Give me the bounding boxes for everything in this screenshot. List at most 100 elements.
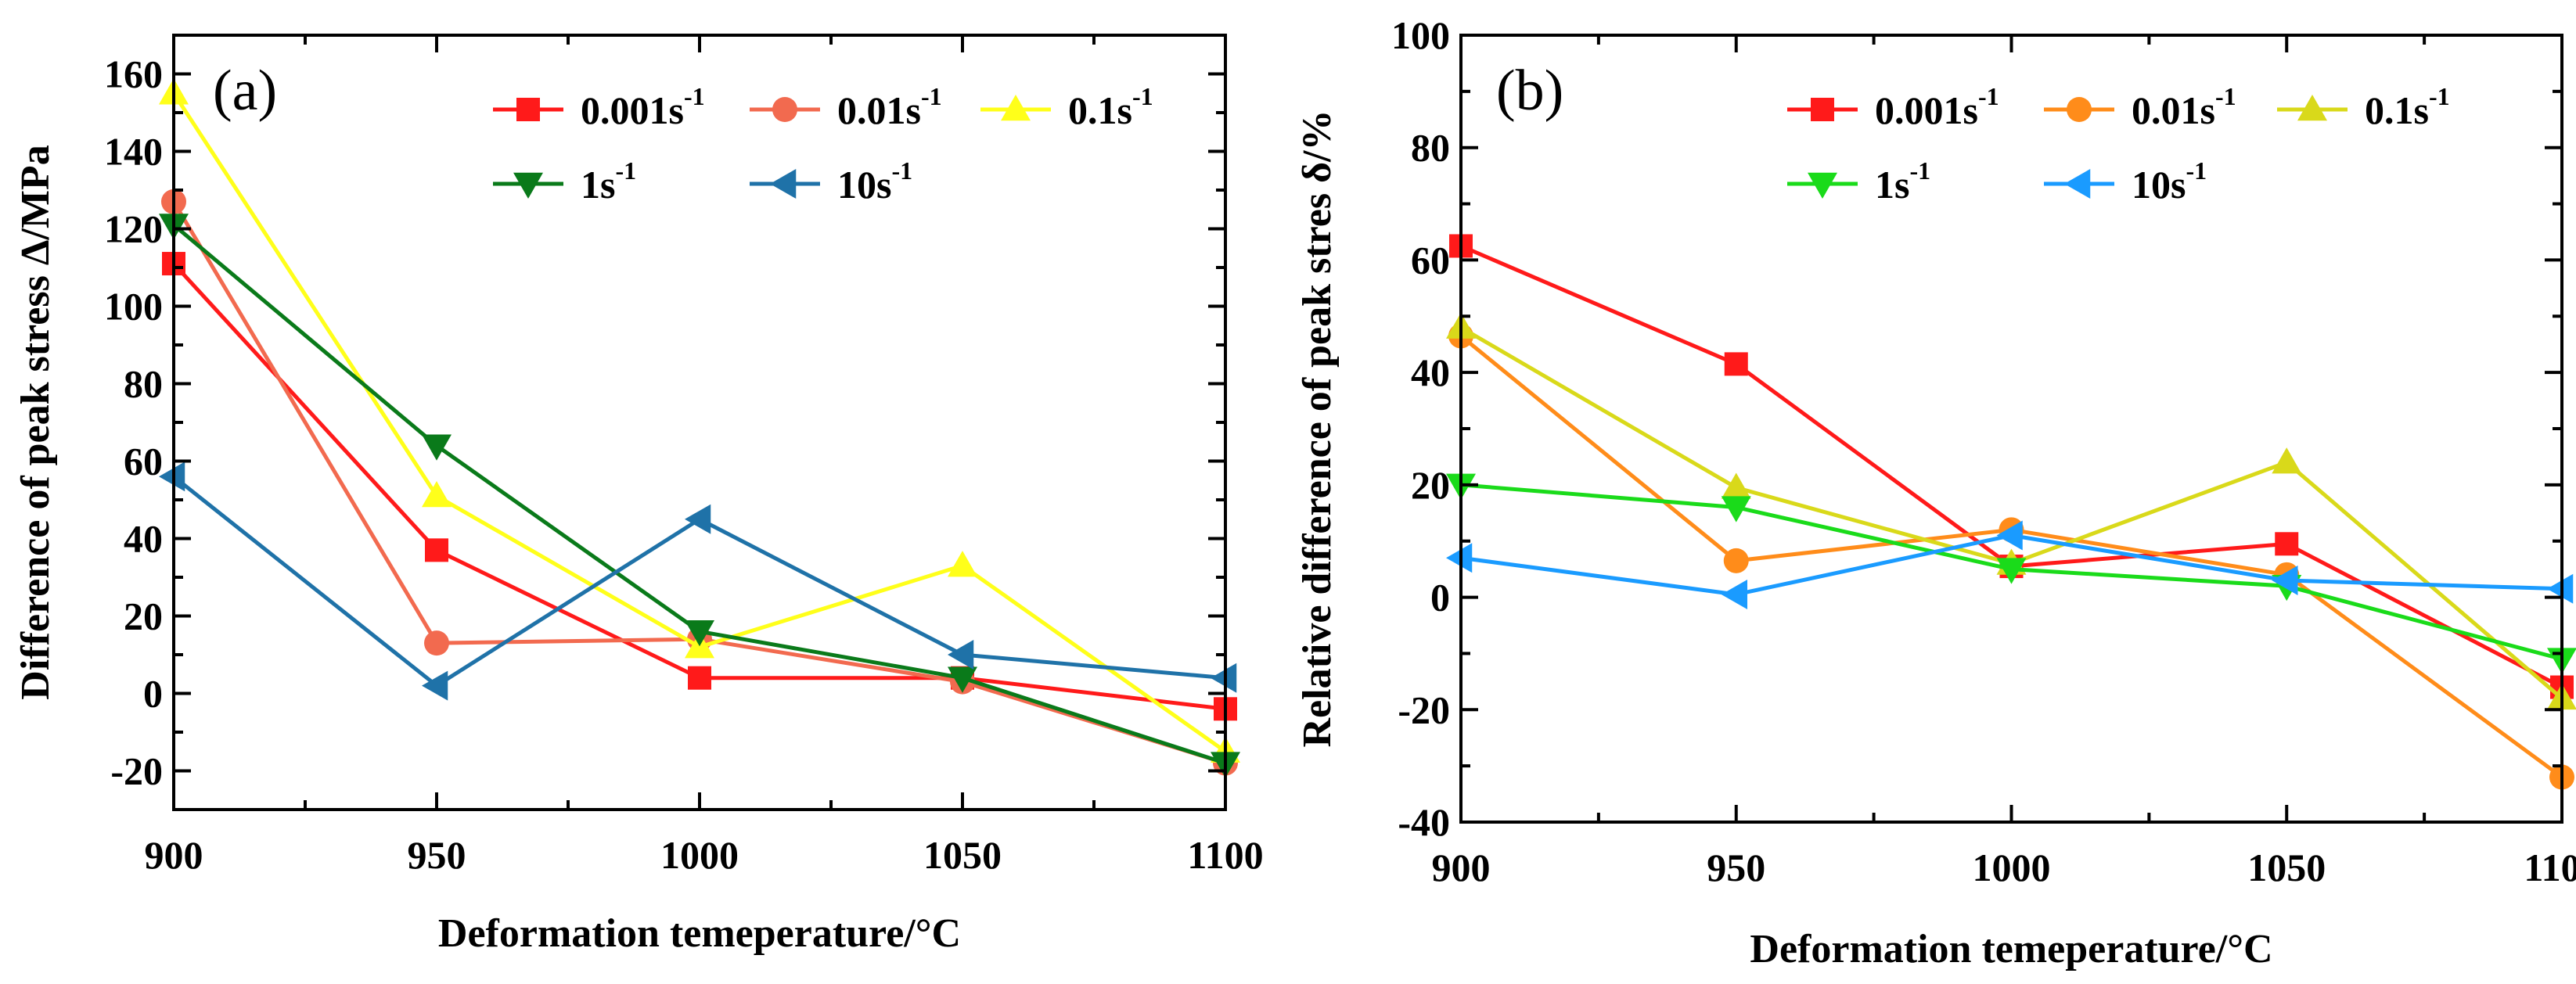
y-tick-label: 40: [1411, 350, 1450, 394]
y-tick-label: 20: [124, 594, 163, 638]
legend-marker: [1811, 98, 1834, 121]
legend-item: 10s-1: [2044, 156, 2207, 206]
x-axis-title: Deformation temeperature/°C: [438, 911, 961, 956]
series-10: [1446, 520, 2574, 609]
x-tick-label: 900: [145, 833, 203, 877]
data-point: [2275, 532, 2299, 556]
legend: 0.001s-1 0.01s-1 0.1s-11s-1 10s-1: [493, 82, 1153, 206]
legend-label: 10s-1: [837, 156, 912, 206]
legend-marker: [513, 172, 543, 199]
y-tick-label: 100: [1391, 13, 1450, 57]
legend-label: 0.001s-1: [581, 82, 705, 132]
legend-label-exponent: -1: [1978, 82, 1999, 110]
legend-marker: [2064, 169, 2091, 199]
legend-item: 0.01s-1: [750, 82, 942, 132]
data-point: [948, 640, 974, 670]
legend-item: 1s-1: [493, 156, 636, 206]
legend-label: 0.1s-1: [1068, 82, 1153, 132]
data-point: [688, 666, 711, 690]
legend-label: 0.1s-1: [2365, 82, 2450, 132]
chart-panel-a: 900 950 1000 1050 1100 -20 0 20 40 60 80 100 120 140 1…: [13, 34, 1264, 956]
x-tick-label: 1100: [2524, 846, 2576, 889]
legend-label-value: 0.01s: [837, 88, 921, 132]
legend-label-exponent: -1: [2429, 82, 2450, 110]
legend-label-value: 0.01s: [2132, 88, 2215, 132]
legend-marker: [770, 169, 797, 199]
data-point: [1996, 558, 2027, 584]
legend-label: 0.01s-1: [837, 82, 942, 132]
legend-label-exponent: -1: [684, 82, 705, 110]
legend-item: 0.001s-1: [493, 82, 705, 132]
axes: 900 950 1000 1050 1100 -20 0 20 40 60 80 100 120 140 1…: [104, 34, 1264, 877]
legend-label-value: 1s: [1875, 163, 1909, 206]
legend-marker: [1808, 172, 1837, 199]
y-tick-label: 80: [1411, 126, 1450, 170]
data-point: [1721, 496, 1751, 523]
legend-label-exponent: -1: [1909, 156, 1930, 185]
legend: 0.001s-1 0.01s-1 0.1s-11s-1 10s-1: [1787, 82, 2450, 206]
legend-label-exponent: -1: [2215, 82, 2236, 110]
data-point: [1446, 543, 1473, 573]
x-tick-label: 1000: [1973, 846, 2051, 889]
legend-label-value: 0.001s: [1875, 88, 1978, 132]
legend-marker: [2067, 97, 2092, 122]
data-point: [422, 434, 452, 461]
data-point: [2272, 566, 2298, 596]
y-tick-label: 60: [124, 440, 163, 483]
x-tick-label: 1050: [923, 833, 1002, 877]
y-axis-title: Relative difference of peak stres δ/%: [1295, 110, 1340, 748]
data-point: [424, 630, 449, 656]
legend-label-exponent: -1: [2186, 156, 2207, 185]
data-point: [1724, 352, 1748, 376]
legend-label-value: 0.1s: [1068, 88, 1132, 132]
legend-label-value: 10s: [837, 163, 891, 206]
data-point: [948, 666, 977, 693]
data-point: [2547, 573, 2574, 604]
data-point: [422, 481, 452, 508]
y-tick-label: 100: [104, 285, 163, 329]
data-point: [425, 538, 448, 562]
data-point: [685, 504, 711, 534]
series-0_1: [159, 78, 1240, 763]
legend-label-exponent: -1: [1132, 82, 1153, 110]
series-line: [1459, 325, 2563, 700]
legend-item: 10s-1: [750, 156, 912, 206]
plot-frame: [1459, 34, 2563, 824]
y-tick-label: -40: [1398, 800, 1450, 844]
data-point: [422, 670, 448, 701]
y-tick-label: 160: [104, 52, 163, 96]
y-tick-label: 20: [1411, 463, 1450, 507]
legend-label-exponent: -1: [615, 156, 636, 185]
data-point: [1721, 472, 1751, 499]
legend-label: 0.01s-1: [2132, 82, 2236, 132]
x-tick-label: 1050: [2247, 846, 2326, 889]
data-point: [2272, 447, 2302, 474]
y-tick-label: 40: [124, 517, 163, 561]
legend-item: 0.1s-1: [2277, 82, 2450, 132]
y-tick-label: 80: [124, 362, 163, 406]
y-tick-label: 0: [143, 672, 163, 716]
legend-marker: [772, 97, 797, 122]
legend-label-exponent: -1: [891, 156, 912, 185]
data-point: [1721, 579, 1747, 609]
data-point: [1996, 520, 2023, 551]
legend-marker: [516, 98, 540, 121]
data-point: [159, 461, 185, 492]
legend-label-value: 0.001s: [581, 88, 684, 132]
legend-marker: [1001, 95, 1031, 121]
legend-item: 0.1s-1: [980, 82, 1153, 132]
series-0_1: [1446, 312, 2576, 710]
data-point: [948, 551, 977, 577]
series-1: [1446, 473, 2576, 674]
legend-label: 10s-1: [2132, 156, 2207, 206]
series-10: [159, 461, 1237, 701]
data-point: [1723, 548, 1749, 573]
legend-label-value: 1s: [581, 163, 615, 206]
chart-panel-b: 900 950 1000 1050 1100 -40 -20 0 20 40 60 80 100 Defo…: [1295, 13, 2576, 971]
series-line: [1460, 244, 2563, 689]
x-tick-label: 950: [1707, 846, 1765, 889]
legend-item: 0.01s-1: [2044, 82, 2236, 132]
legend-item: 0.001s-1: [1787, 82, 1999, 132]
data-point: [1211, 663, 1237, 693]
